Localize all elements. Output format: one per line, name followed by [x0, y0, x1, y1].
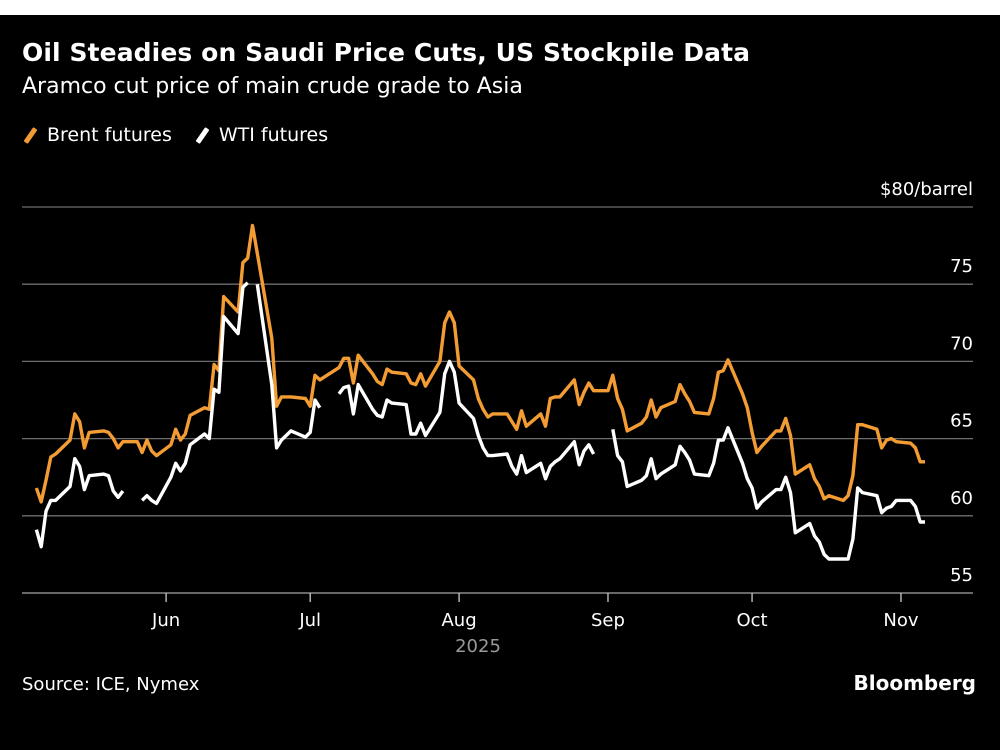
legend-label-wti: WTI futures	[218, 124, 329, 146]
x-axis: Jun Jul Aug Sep Oct Nov	[151, 593, 919, 631]
legend: Brent futures WTI futures	[22, 124, 350, 146]
y-tick-label: $80/barrel	[880, 179, 973, 200]
wti-line	[255, 283, 322, 450]
chart-title: Oil Steadies on Saudi Price Cuts, US Sto…	[22, 38, 751, 67]
x-tick-label: Aug	[441, 610, 476, 631]
series-lines	[34, 223, 925, 561]
wti-line	[611, 426, 925, 561]
y-tick-label: 65	[950, 411, 973, 432]
legend-item-brent: Brent futures	[22, 124, 172, 146]
x-axis-year-label: 2025	[455, 636, 501, 657]
brent-line	[34, 223, 925, 504]
chart-panel	[0, 15, 1000, 750]
wti-line	[140, 281, 249, 506]
x-tick-label: Jul	[298, 610, 321, 631]
legend-item-wti: WTI futures	[194, 124, 328, 146]
x-tick-label: Oct	[736, 610, 767, 631]
y-tick-label: 60	[950, 488, 973, 509]
gridlines	[22, 206, 973, 594]
y-axis-labels: 55 60 65 70 75 $80/barrel	[880, 179, 973, 586]
x-tick-label: Nov	[883, 610, 918, 631]
y-tick-label: 75	[950, 256, 973, 277]
source-note: Source: ICE, Nymex	[22, 674, 200, 695]
bloomberg-logo: Bloomberg	[853, 671, 976, 695]
legend-label-brent: Brent futures	[47, 124, 172, 146]
x-tick-label: Jun	[151, 610, 180, 631]
y-tick-label: 70	[950, 333, 973, 354]
wti-line	[34, 457, 125, 549]
x-tick-label: Sep	[591, 610, 625, 631]
chart-subtitle: Aramco cut price of main crude grade to …	[22, 74, 523, 99]
wti-line	[337, 359, 596, 481]
y-tick-label: 55	[950, 565, 973, 586]
